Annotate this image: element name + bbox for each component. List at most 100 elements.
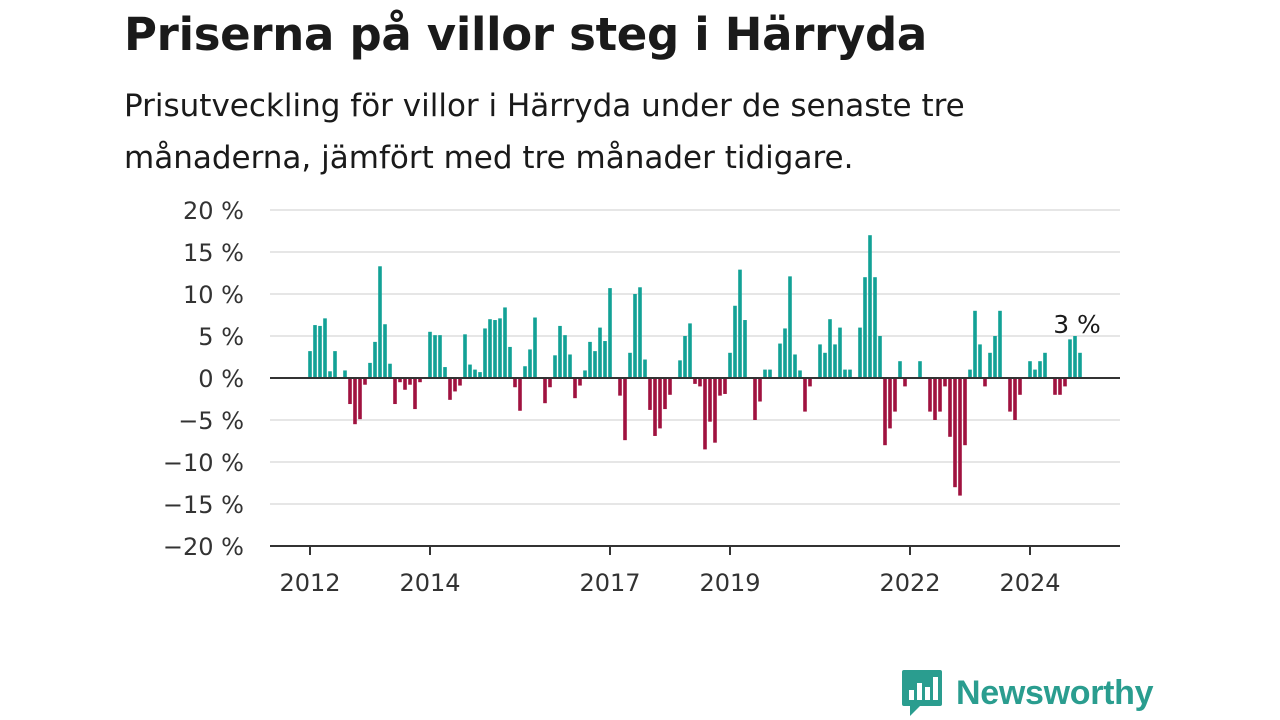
bar xyxy=(843,369,847,378)
bar xyxy=(983,378,987,387)
bar xyxy=(588,341,592,378)
chart-title: Priserna på villor steg i Härryda xyxy=(124,8,928,61)
bar xyxy=(943,378,947,387)
bar xyxy=(493,320,497,378)
newsworthy-logo[interactable]: Newsworthy xyxy=(900,668,1154,718)
bar xyxy=(608,288,612,378)
bar xyxy=(453,378,457,392)
bar xyxy=(878,336,882,378)
bar xyxy=(463,334,467,378)
y-tick-label: 5 % xyxy=(198,323,244,351)
bar xyxy=(808,378,812,387)
bar xyxy=(573,378,577,399)
bar xyxy=(863,277,867,378)
bar xyxy=(693,378,697,384)
bar xyxy=(568,354,572,378)
bar xyxy=(1063,378,1067,387)
bar xyxy=(528,349,532,378)
bar xyxy=(548,378,552,388)
bar xyxy=(698,378,702,387)
y-tick-label: −20 % xyxy=(163,533,244,561)
bar xyxy=(1033,369,1037,378)
bar xyxy=(353,378,357,425)
bar xyxy=(343,370,347,378)
bar xyxy=(593,351,597,378)
bar xyxy=(653,378,657,436)
bar xyxy=(628,352,632,378)
bar xyxy=(1008,378,1012,412)
bar xyxy=(918,361,922,378)
bar xyxy=(1038,361,1042,378)
last-value-annotation: 3 % xyxy=(1053,310,1101,339)
bar xyxy=(393,378,397,405)
bar xyxy=(703,378,707,450)
bar xyxy=(523,366,527,378)
bar xyxy=(903,378,907,387)
bar xyxy=(733,305,737,378)
bar xyxy=(368,362,372,378)
bar xyxy=(743,320,747,378)
bar xyxy=(503,307,507,378)
bar xyxy=(833,344,837,378)
bar xyxy=(378,266,382,378)
bar xyxy=(1018,378,1022,395)
x-tick-label: 2012 xyxy=(279,569,340,597)
bar xyxy=(633,294,637,378)
bar xyxy=(308,351,312,378)
bar xyxy=(563,335,567,378)
bar xyxy=(433,335,437,378)
bar xyxy=(668,378,672,395)
bar xyxy=(533,317,537,378)
bar xyxy=(893,378,897,412)
bar xyxy=(823,352,827,378)
bar xyxy=(1043,352,1047,378)
bar xyxy=(873,277,877,378)
bar xyxy=(483,328,487,378)
bar xyxy=(958,378,962,496)
bar xyxy=(643,359,647,378)
y-tick-label: 20 % xyxy=(183,197,244,225)
x-tick-label: 2017 xyxy=(579,569,640,597)
bar xyxy=(973,310,977,378)
bar xyxy=(993,336,997,378)
bar xyxy=(1053,378,1057,395)
bar xyxy=(508,346,512,378)
bar xyxy=(333,351,337,378)
bar xyxy=(938,378,942,412)
bar xyxy=(518,378,522,411)
y-tick-label: 15 % xyxy=(183,239,244,267)
bar xyxy=(443,367,447,378)
annotations: 3 % xyxy=(1053,310,1101,339)
bar xyxy=(328,371,332,378)
y-tick-label: 0 % xyxy=(198,365,244,393)
bar xyxy=(838,327,842,378)
bar xyxy=(858,327,862,378)
bar xyxy=(473,369,477,378)
bar xyxy=(868,235,872,378)
bar xyxy=(768,369,772,378)
bar xyxy=(998,310,1002,378)
bar xyxy=(598,327,602,378)
bar xyxy=(803,378,807,412)
bar xyxy=(1068,339,1072,378)
bar xyxy=(383,324,387,378)
bar xyxy=(798,370,802,378)
x-axis-labels: 2012 2014 2017 2019 2022 2024 xyxy=(279,569,1060,597)
bar xyxy=(363,378,367,385)
bar xyxy=(403,378,407,390)
bar xyxy=(408,378,412,385)
bar xyxy=(578,378,582,386)
x-tick-label: 2024 xyxy=(999,569,1060,597)
bar xyxy=(688,323,692,378)
bar xyxy=(968,369,972,378)
bar xyxy=(898,361,902,378)
bar xyxy=(323,318,327,378)
y-axis-labels: 20 % 15 % 10 % 5 % 0 % −5 % −10 % −15 % −20 % xyxy=(163,197,244,561)
x-tick-label: 2014 xyxy=(399,569,460,597)
bar xyxy=(848,369,852,378)
bar xyxy=(883,378,887,446)
y-tick-label: 10 % xyxy=(183,281,244,309)
bar xyxy=(468,364,472,378)
bar xyxy=(778,343,782,378)
bar xyxy=(1073,336,1077,378)
